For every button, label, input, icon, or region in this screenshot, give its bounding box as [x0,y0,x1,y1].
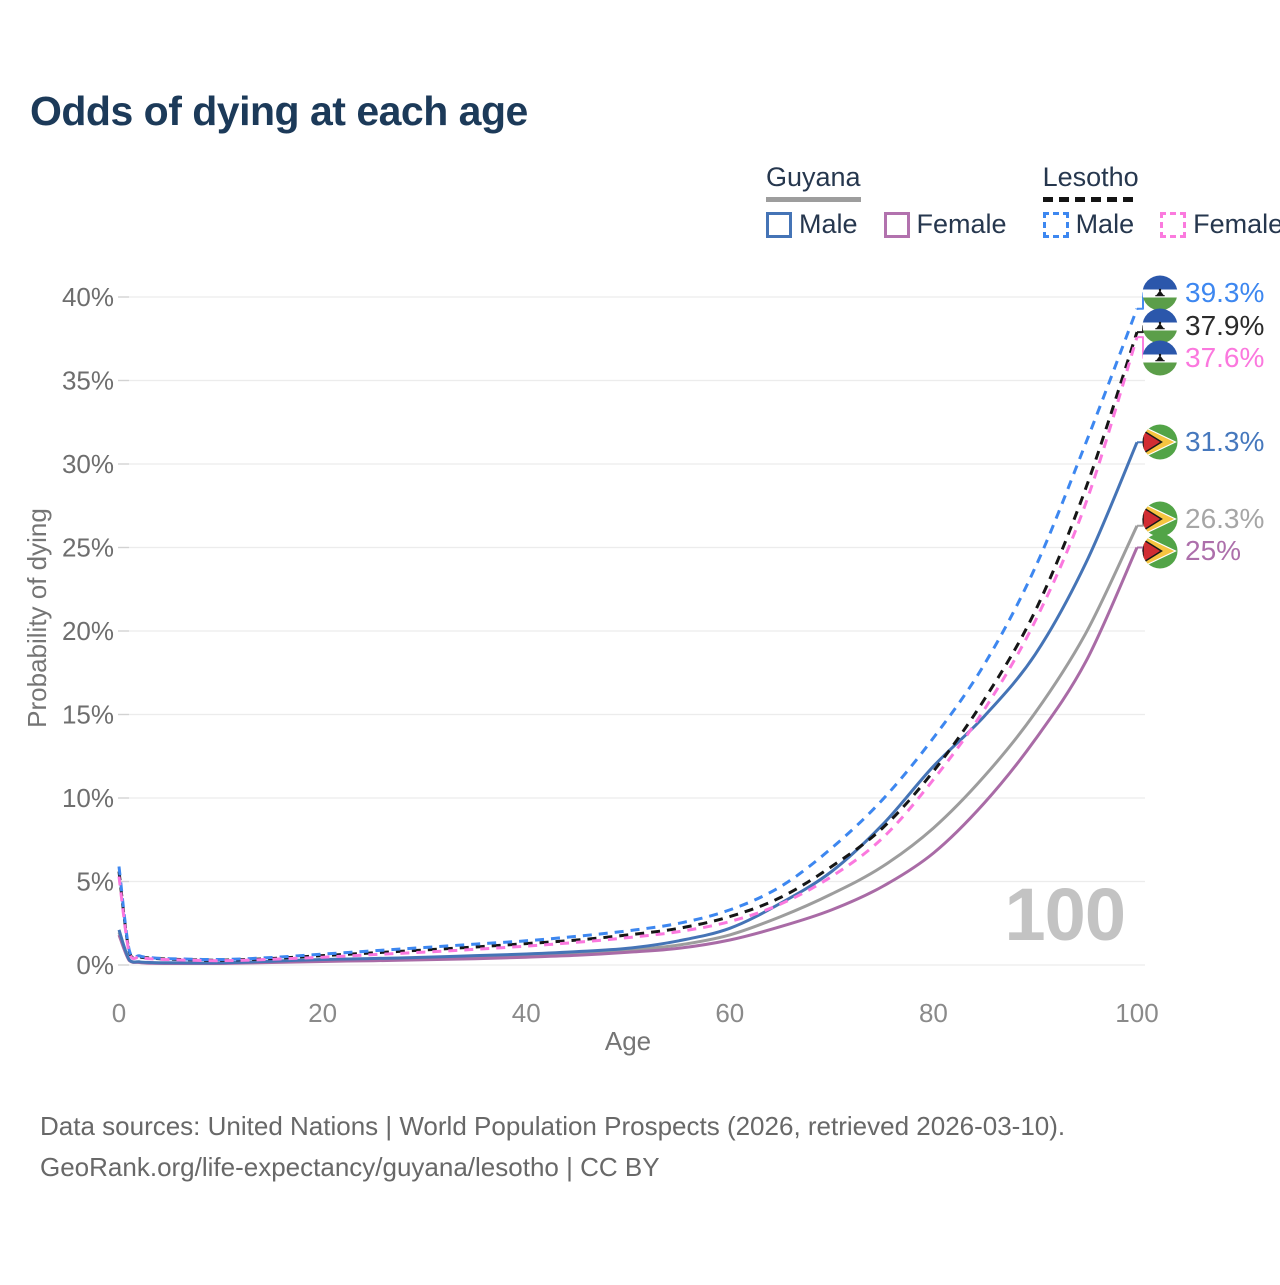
series-line-lesotho-male[interactable] [119,309,1137,960]
y-tick-label: 40% [62,282,114,312]
x-tick-label: 100 [1115,998,1158,1028]
end-label-lesotho[interactable]: 37.9% [1142,308,1264,344]
x-tick-label: 80 [919,998,948,1028]
x-tick-label: 0 [112,998,126,1028]
lesotho-flag-icon [1142,308,1178,344]
end-label-lesotho-female[interactable]: 37.6% [1142,340,1264,376]
lesotho-flag-icon [1142,275,1178,311]
end-label-guyana[interactable]: 26.3% [1142,501,1264,537]
y-tick-label: 30% [62,449,114,479]
x-tick-label: 20 [308,998,337,1028]
y-tick-label: 10% [62,783,114,813]
end-value-label: 26.3% [1185,503,1264,535]
y-tick-label: 0% [76,950,114,980]
end-value-label: 39.3% [1185,277,1264,309]
series-line-lesotho[interactable] [119,332,1137,960]
lesotho-flag-icon [1142,340,1178,376]
end-value-label: 37.9% [1185,310,1264,342]
end-label-lesotho-male[interactable]: 39.3% [1142,275,1264,311]
y-tick-label: 15% [62,700,114,730]
end-label-guyana-male[interactable]: 31.3% [1142,424,1264,460]
guyana-flag-icon [1142,424,1178,460]
guyana-flag-icon [1142,501,1178,537]
axis-title-x: Age [605,1026,651,1056]
y-tick-label: 35% [62,366,114,396]
series-line-guyana[interactable] [119,526,1137,963]
x-tick-label: 60 [715,998,744,1028]
y-tick-label: 5% [76,867,114,897]
series-line-guyana-female[interactable] [119,548,1137,964]
end-value-label: 37.6% [1185,342,1264,374]
y-tick-label: 20% [62,616,114,646]
end-value-label: 31.3% [1185,426,1264,458]
end-label-guyana-female[interactable]: 25% [1142,533,1241,569]
x-tick-label: 40 [512,998,541,1028]
series-line-lesotho-female[interactable] [119,337,1137,961]
guyana-flag-icon [1142,533,1178,569]
end-value-label: 25% [1185,535,1241,567]
y-tick-label: 25% [62,533,114,563]
series-line-guyana-male[interactable] [119,442,1137,963]
axis-title-y: Probability of dying [22,508,52,728]
